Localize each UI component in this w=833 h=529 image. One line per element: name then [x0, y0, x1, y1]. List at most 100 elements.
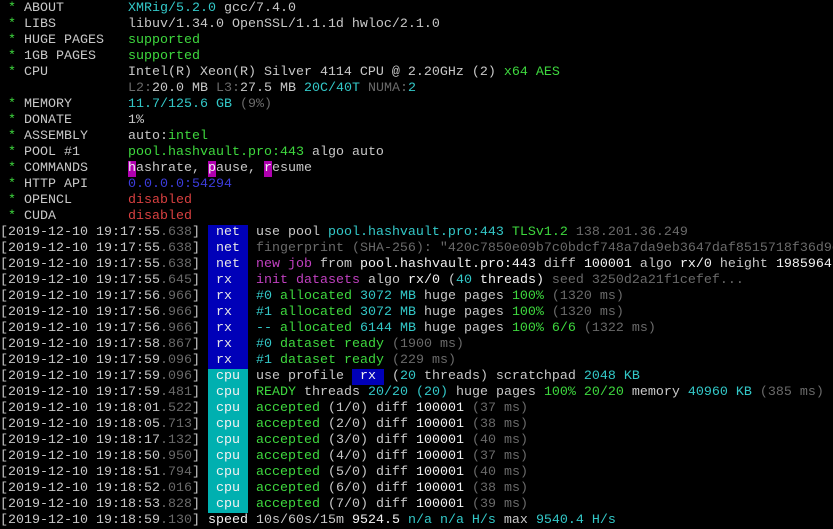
text-segment: 40 [455, 273, 472, 288]
text-segment: pool.hashvault.pro:443 [327, 225, 504, 240]
text-segment: 100001 [415, 417, 464, 432]
text-segment: 1GB PAGES [24, 49, 128, 64]
text-segment: 40960 KB [687, 385, 752, 400]
timestamp: ] [191, 353, 208, 368]
text-segment: 9524.5 [351, 513, 400, 528]
text-segment: intel [167, 129, 208, 144]
timestamp: .966 [159, 289, 192, 304]
log-line: [2019-12-10 19:18:17.132] cpu accepted (… [0, 433, 833, 449]
text-segment: diff [367, 481, 416, 496]
text-segment: (9%) [231, 97, 272, 112]
text-segment: use profile [255, 369, 352, 384]
text-segment [248, 241, 256, 257]
timestamp: [2019-12-10 19:17:55 [0, 225, 160, 240]
text-segment: (7/0) [319, 497, 368, 512]
rx-tag-badge: rx [207, 337, 248, 353]
timestamp: .481 [159, 385, 192, 400]
text-segment: (1900 ms) [383, 337, 464, 352]
timestamp: .950 [159, 449, 192, 464]
log-line: [2019-12-10 19:17:55.645] rx init datase… [0, 273, 833, 289]
rx-profile-badge: rx [351, 369, 384, 385]
text-segment: auto: [127, 129, 168, 144]
log-line: [2019-12-10 19:18:05.713] cpu accepted (… [0, 417, 833, 433]
text-segment: (6/0) [319, 481, 368, 496]
text-segment: init datasets [255, 273, 360, 288]
timestamp: .132 [159, 433, 192, 448]
log-line: [2019-12-10 19:18:51.794] cpu accepted (… [0, 465, 833, 481]
timestamp: .713 [159, 417, 192, 432]
text-segment: gcc/7.4.0 [215, 1, 296, 16]
text-segment: (4/0) [319, 449, 368, 464]
text-segment: (39 ms) [463, 497, 528, 512]
timestamp: ] [191, 513, 208, 528]
rx-tag-badge: rx [207, 321, 248, 337]
text-segment: diff [535, 257, 584, 272]
text-segment: #0 [255, 337, 272, 352]
timestamp: ] [191, 305, 208, 320]
text-segment: algo auto [303, 145, 384, 160]
text-segment: 27.5 MB [239, 81, 304, 96]
text-segment: * [0, 161, 24, 176]
text-segment: (38 ms) [463, 417, 528, 432]
command-hotkey: p [207, 161, 216, 177]
log-line: [2019-12-10 19:17:55.638] net fingerprin… [0, 241, 833, 257]
text-segment: use pool [255, 225, 328, 240]
timestamp: [2019-12-10 19:17:58 [0, 337, 160, 352]
text-segment [248, 321, 256, 337]
timestamp: .828 [159, 497, 192, 512]
text-segment: * [0, 33, 24, 48]
text-segment: * [0, 193, 24, 208]
timestamp: .638 [159, 257, 192, 272]
text-segment: (40 ms) [463, 465, 528, 480]
text-segment: TLSv1.2 [503, 225, 568, 240]
text-segment [248, 417, 256, 433]
log-line: [2019-12-10 19:17:56.966] rx -- allocate… [0, 321, 833, 337]
timestamp: .016 [159, 481, 192, 496]
text-segment [0, 81, 128, 97]
rx-tag-badge: rx [207, 289, 248, 305]
text-segment: scratchpad [487, 369, 584, 384]
info-line: * CPU Intel(R) Xeon(R) Silver 4114 CPU @… [0, 65, 833, 81]
text-segment: diff [367, 417, 416, 432]
text-segment: ause, [215, 161, 264, 176]
rx-tag-badge: rx [207, 353, 248, 369]
text-segment: HTTP API [24, 177, 128, 192]
text-segment: huge pages [415, 305, 512, 320]
text-segment: (5/0) [319, 465, 368, 480]
info-line: * HUGE PAGES supported [0, 33, 833, 49]
info-line: * 1GB PAGES supported [0, 49, 833, 65]
info-line: * COMMANDS hashrate, pause, resume [0, 161, 833, 177]
text-segment: DONATE [24, 113, 128, 128]
text-segment: 100% 6/6 [511, 321, 576, 336]
timestamp: [2019-12-10 19:18:17 [0, 433, 160, 448]
text-segment: 20.0 MB [151, 81, 216, 96]
info-line: * ABOUT XMRig/5.2.0 gcc/7.4.0 [0, 1, 833, 17]
timestamp: ] [191, 385, 208, 400]
info-line: * OPENCL disabled [0, 193, 833, 209]
text-segment: speed [207, 513, 248, 528]
text-segment: OPENCL [24, 193, 128, 208]
timestamp: ] [191, 257, 208, 272]
cpu-tag-badge: cpu [207, 497, 248, 513]
timestamp: [2019-12-10 19:17:56 [0, 321, 160, 336]
text-segment: allocated [271, 305, 360, 320]
text-segment: * [0, 209, 24, 224]
text-segment: #1 [255, 305, 272, 320]
timestamp: [2019-12-10 19:17:55 [0, 257, 160, 272]
text-segment [248, 385, 256, 401]
text-segment [248, 337, 256, 353]
text-segment: 100001 [415, 497, 464, 512]
timestamp: .096 [159, 353, 192, 368]
text-segment: dataset ready [271, 337, 384, 352]
text-segment: n/a n/a H/s [399, 513, 496, 528]
text-segment: pool.hashvault.pro:443 [359, 257, 536, 272]
cpu-tag-badge: cpu [207, 433, 248, 449]
text-segment: XMRig/5.2.0 [127, 1, 216, 16]
text-segment: 100% [511, 305, 544, 320]
text-segment: accepted [255, 433, 320, 448]
log-line: [2019-12-10 19:18:52.016] cpu accepted (… [0, 481, 833, 497]
log-line: [2019-12-10 19:18:01.522] cpu accepted (… [0, 401, 833, 417]
text-segment: CUDA [24, 209, 128, 224]
text-segment: ABOUT [24, 1, 128, 16]
text-segment: memory [623, 385, 688, 400]
